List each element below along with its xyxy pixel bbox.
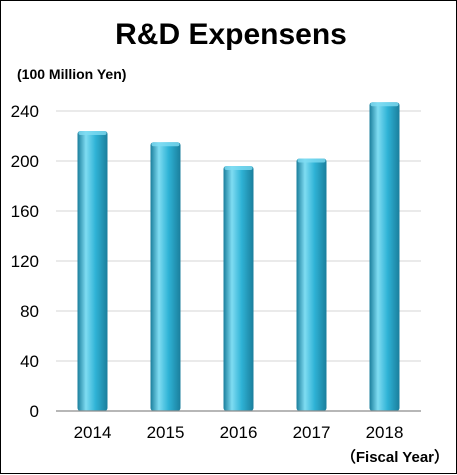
bar-cap-2015 [151, 142, 180, 147]
bar-2017 [296, 158, 327, 411]
x-tick-label: 2018 [366, 423, 404, 442]
x-tick-label: 2014 [74, 423, 112, 442]
y-tick-label: 160 [11, 202, 39, 221]
bar-cap-2016 [224, 166, 253, 170]
bar-2014 [77, 131, 108, 411]
y-tick-label: 80 [20, 302, 39, 321]
bar-cap-2018 [370, 102, 399, 107]
y-tick-label: 0 [30, 402, 39, 421]
x-axis-label: （Fiscal Year） [341, 448, 449, 466]
bar-cap-2014 [78, 131, 107, 135]
x-tick-label: 2016 [220, 423, 258, 442]
y-tick-label: 40 [20, 352, 39, 371]
bars [77, 102, 400, 411]
bar-2015 [150, 142, 181, 411]
y-tick-label: 120 [11, 252, 39, 271]
y-axis-ticks: 0 40 80 120 160 200 240 [11, 102, 39, 421]
chart-title: R&D Expensens [115, 18, 347, 51]
bar-2016 [223, 166, 254, 411]
bar-cap-2017 [297, 158, 326, 163]
x-tick-label: 2017 [293, 423, 331, 442]
bar-2018 [369, 102, 400, 411]
x-tick-label: 2015 [147, 423, 185, 442]
x-axis-ticks: 2014 2015 2016 2017 2018 [74, 423, 404, 442]
y-tick-label: 240 [11, 102, 39, 121]
y-tick-label: 200 [11, 152, 39, 171]
y-axis-unit-label: (100 Million Yen) [17, 66, 126, 82]
